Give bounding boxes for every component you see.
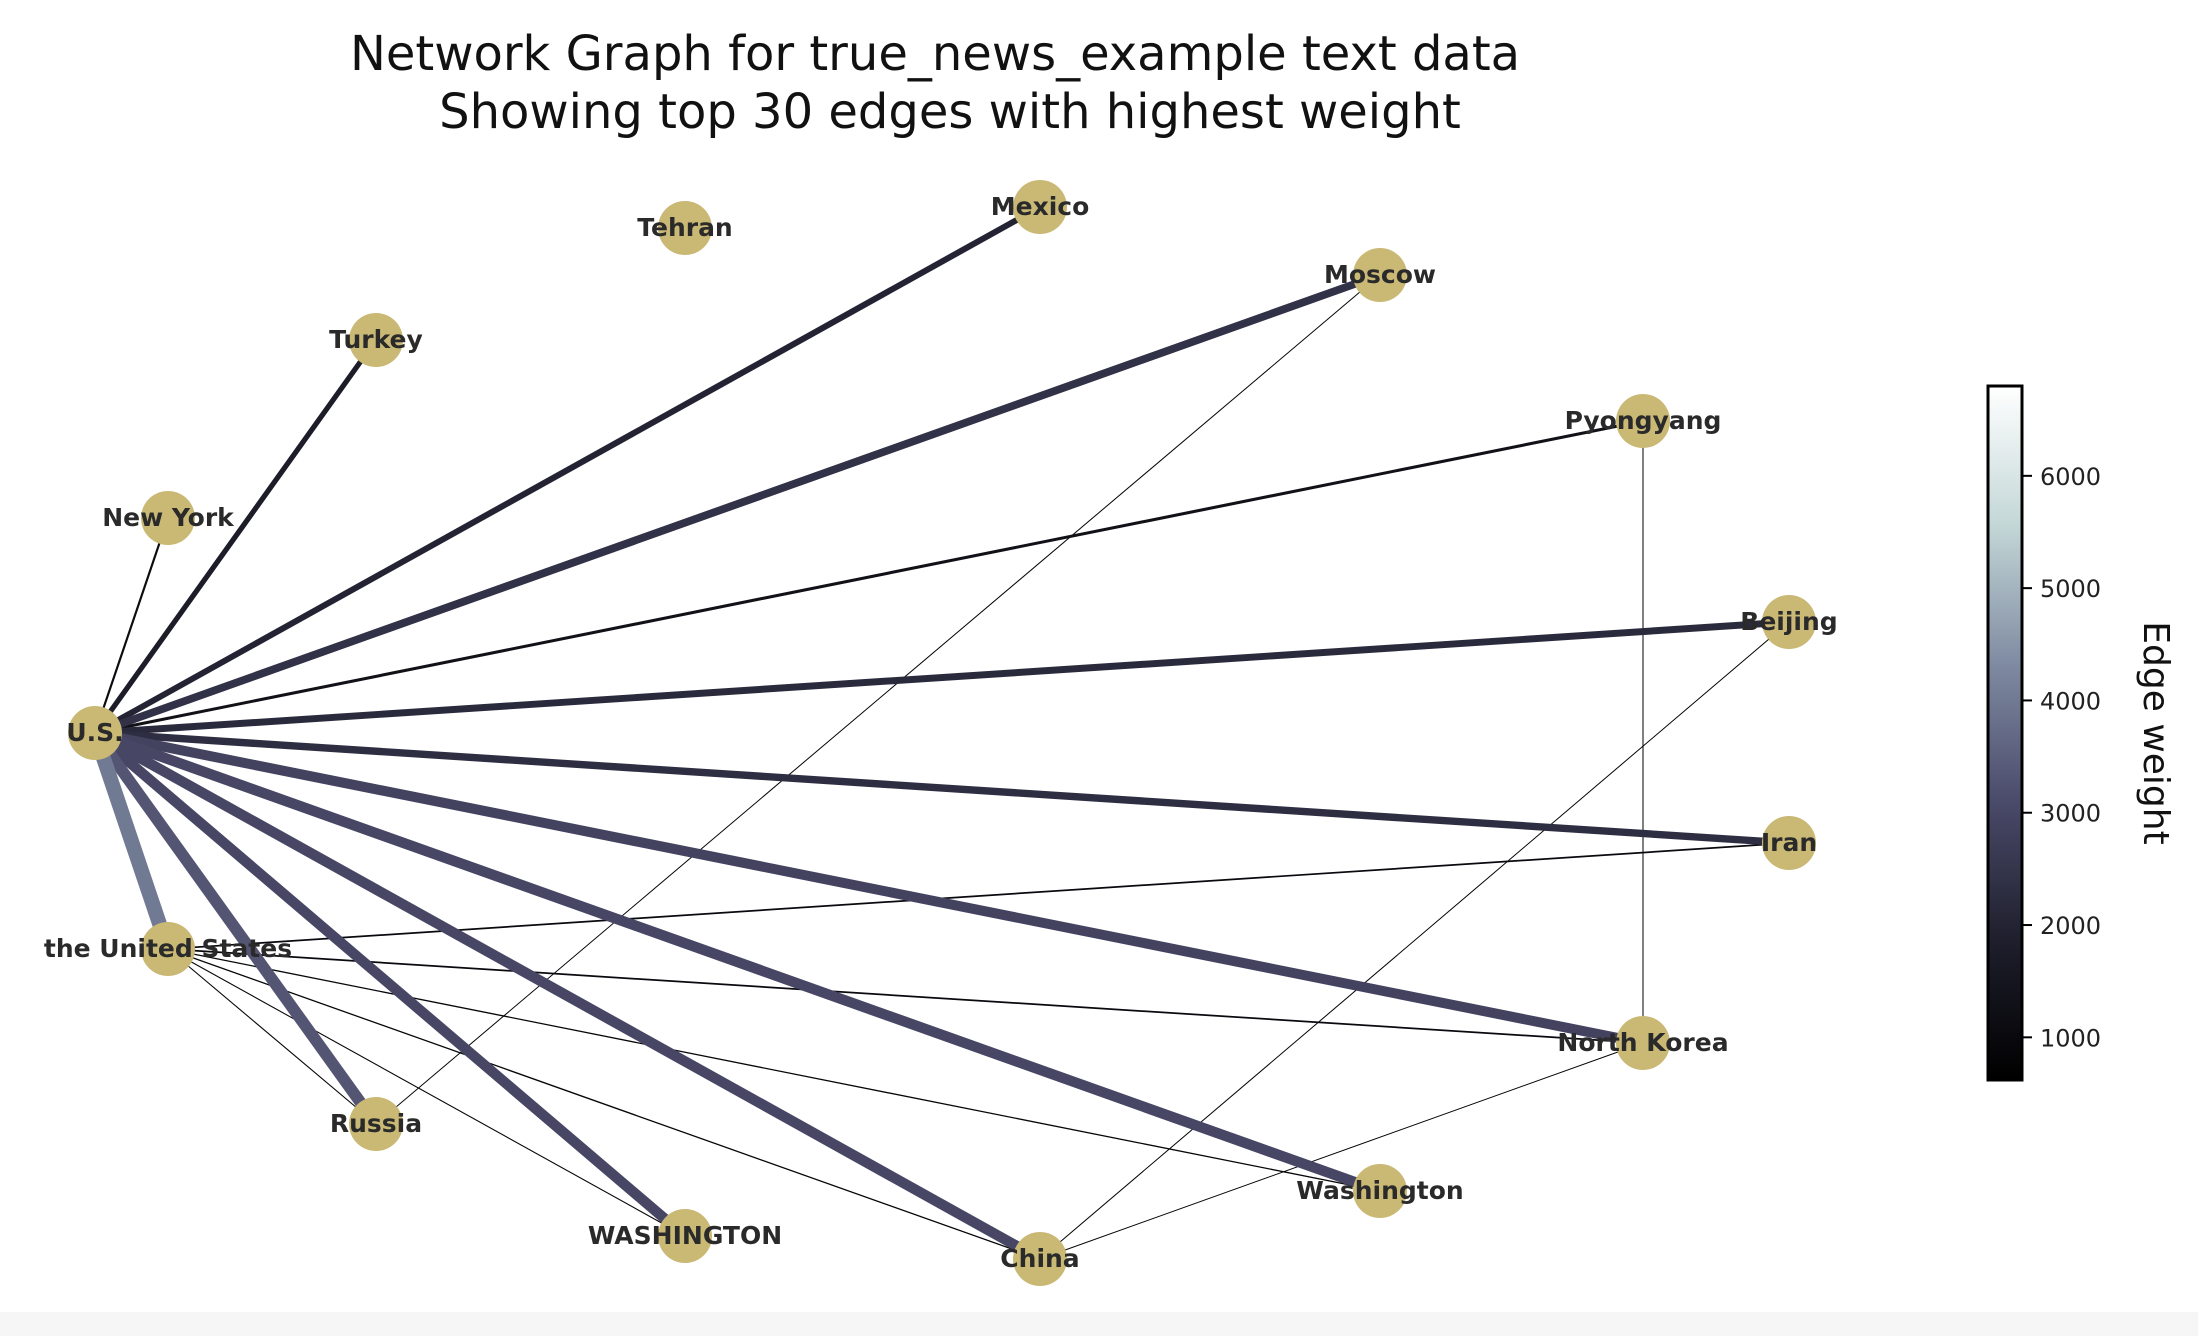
- node-iran: [1762, 816, 1816, 870]
- node-north-korea: [1616, 1016, 1670, 1070]
- node-label-north-korea: North Korea: [1557, 1028, 1728, 1057]
- node-washington: [1353, 1164, 1407, 1218]
- node-label-washington: WASHINGTON: [588, 1221, 782, 1250]
- edge-u-s-new-york: [93, 517, 170, 734]
- node-label-moscow: Moscow: [1324, 260, 1436, 289]
- node-beijing: [1762, 595, 1816, 649]
- edge-russia-moscow: [375, 274, 1381, 1125]
- edge-u-s-russia: [90, 729, 381, 1128]
- node-label-russia: Russia: [330, 1109, 422, 1138]
- edge-u-s-washington: [91, 729, 689, 1240]
- edge-the-united-states-washington: [167, 948, 1381, 1192]
- node-new-york: [141, 491, 195, 545]
- node-label-mexico: Mexico: [991, 192, 1090, 221]
- node-moscow: [1353, 248, 1407, 302]
- colorbar-gradient: [1986, 384, 2024, 1082]
- bottom-strip: [0, 1312, 2198, 1336]
- node-labels-layer: U.S. New York Turkey Tehran Mexico Moscow Pyon…: [44, 192, 1838, 1273]
- node-pyongyang: [1616, 394, 1670, 448]
- edge-u-s-iran: [94, 729, 1790, 847]
- colorbar-tick-label: 6000: [2040, 463, 2101, 491]
- node-russia: [349, 1097, 403, 1151]
- node-label-turkey: Turkey: [329, 325, 423, 354]
- node-u-s: [68, 706, 122, 760]
- node-label-new-york: New York: [102, 503, 235, 532]
- edges-layer: [87, 204, 1790, 1264]
- edge-the-united-states-north-korea: [167, 948, 1644, 1044]
- chart-title-line-1: Network Graph for true_news_example text…: [350, 26, 1520, 82]
- colorbar-tick-label: 3000: [2040, 800, 2101, 828]
- node-label-u-s: U.S.: [66, 718, 123, 747]
- colorbar-tick-label: 5000: [2040, 575, 2101, 603]
- edge-u-s-the-united-states: [87, 730, 176, 952]
- edge-u-s-pyongyang: [94, 419, 1644, 735]
- edge-u-s-china: [92, 728, 1043, 1264]
- node-tehran: [658, 201, 712, 255]
- colorbar-ticks: 1000 2000 3000 4000 5000 6000: [2022, 463, 2101, 1052]
- edge-the-united-states-iran: [167, 842, 1790, 950]
- nodes-layer: [68, 180, 1816, 1286]
- node-label-iran: Iran: [1761, 828, 1817, 857]
- node-label-tehran: Tehran: [637, 213, 732, 242]
- node-washington: [658, 1209, 712, 1263]
- edge-u-s-north-korea: [94, 728, 1644, 1048]
- node-label-china: China: [1000, 1244, 1079, 1273]
- colorbar-tick-label: 4000: [2040, 687, 2101, 715]
- edge-u-s-mexico: [93, 204, 1042, 736]
- node-label-pyongyang: Pyongyang: [1565, 406, 1722, 435]
- node-the-united-states: [141, 922, 195, 976]
- edge-china-north-korea: [1039, 1042, 1644, 1260]
- edge-the-united-states-washington: [167, 948, 686, 1237]
- edge-u-s-washington: [93, 728, 1382, 1196]
- edge-u-s-moscow: [93, 271, 1382, 737]
- colorbar-label: Edge weight: [2135, 621, 2176, 844]
- node-label-beijing: Beijing: [1740, 607, 1837, 636]
- edge-the-united-states-china: [167, 948, 1041, 1260]
- node-china: [1013, 1232, 1067, 1286]
- edge-u-s-beijing: [94, 618, 1790, 737]
- edge-u-s-turkey: [92, 338, 379, 735]
- edge-the-united-states-russia: [167, 948, 377, 1125]
- colorbar-tick-label: 1000: [2040, 1024, 2101, 1052]
- colorbar-tick-label: 2000: [2040, 912, 2101, 940]
- node-label-the-united-states: the United States: [44, 934, 292, 963]
- node-mexico: [1013, 180, 1067, 234]
- chart-title-line-2: Showing top 30 edges with highest weight: [439, 84, 1461, 140]
- node-label-washington: Washington: [1296, 1176, 1463, 1205]
- edge-china-beijing: [1039, 621, 1790, 1260]
- node-turkey: [349, 313, 403, 367]
- colorbar: 1000 2000 3000 4000 5000 6000 Edge weight: [1986, 384, 2176, 1082]
